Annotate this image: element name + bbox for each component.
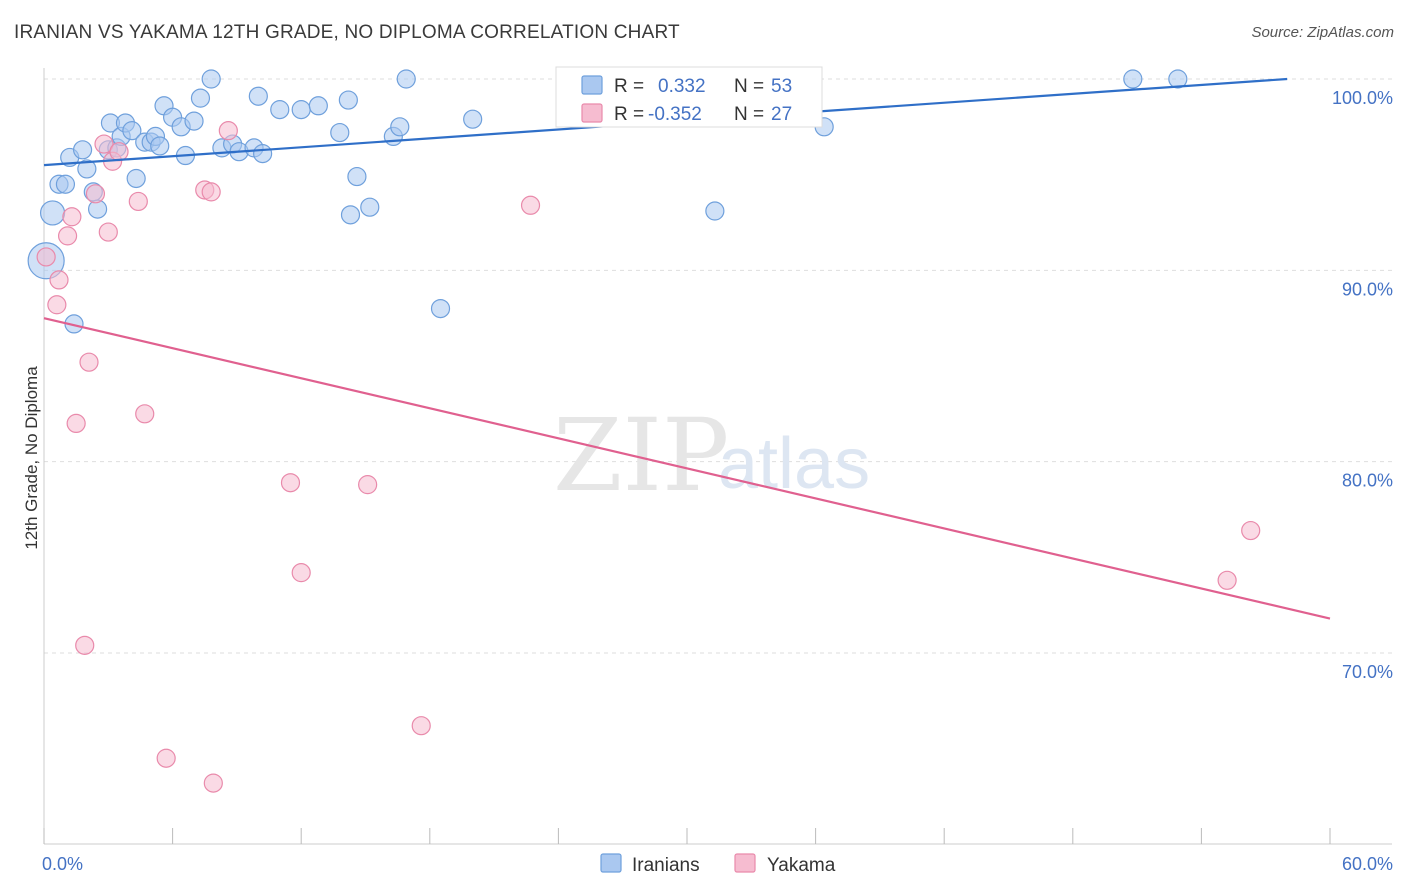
data-point-yakama [79, 352, 99, 372]
data-point-yakama [1217, 570, 1237, 590]
watermark-atlas: atlas [718, 424, 870, 504]
watermark: ZIP atlas [553, 397, 870, 514]
data-point-iranians [390, 117, 410, 137]
data-point-yakama [36, 247, 56, 267]
data-point-yakama [47, 295, 67, 315]
data-point-yakama [75, 635, 95, 655]
data-point-yakama [66, 413, 86, 433]
data-point-iranians [396, 69, 416, 89]
x-tick-label-start: 0.0% [42, 854, 83, 874]
data-point-iranians [55, 174, 76, 194]
data-point-iranians [72, 140, 93, 160]
series-legend-label-yakama: Yakama [767, 855, 836, 876]
series-legend-swatch-iranians [600, 853, 622, 873]
legend-r-label-iranians: R = [614, 76, 644, 97]
legend-n-label-yakama: N = [734, 104, 764, 125]
data-point-iranians [291, 100, 311, 120]
data-point-iranians [430, 299, 451, 319]
trend-line-yakama [43, 317, 1331, 620]
y-tick-labels: 100.0% 90.0% 80.0% 70.0% [1332, 88, 1393, 682]
data-point-iranians [150, 136, 170, 156]
data-point-iranians [77, 159, 97, 179]
y-axis-label: 12th Grade, No Diploma [22, 366, 41, 550]
legend-swatch-iranians [581, 75, 603, 95]
data-point-yakama [1241, 520, 1261, 541]
data-point-yakama [49, 270, 69, 290]
data-point-iranians [1168, 69, 1188, 89]
y-tick-label: 100.0% [1332, 88, 1393, 108]
x-tick-label-end: 60.0% [1342, 854, 1393, 874]
legend-r-label-yakama: R = [614, 104, 644, 125]
data-point-iranians [1123, 69, 1143, 89]
watermark-zip: ZIP [553, 397, 729, 514]
data-point-iranians [463, 109, 483, 129]
data-point-iranians [705, 201, 725, 221]
data-point-iranians [201, 69, 221, 89]
data-point-yakama [291, 563, 311, 583]
data-point-yakama [98, 222, 118, 242]
data-point-yakama [218, 121, 238, 141]
y-tick-label: 90.0% [1342, 279, 1393, 299]
data-point-yakama [62, 207, 82, 227]
data-point-iranians [126, 168, 146, 189]
data-point-yakama [358, 475, 378, 495]
data-point-iranians [253, 144, 273, 164]
legend-r-value-iranians: 0.332 [658, 76, 706, 97]
data-point-yakama [156, 748, 176, 768]
legend-n-value-iranians: 53 [771, 76, 792, 97]
data-point-iranians [360, 197, 380, 217]
data-point-yakama [94, 134, 114, 154]
data-point-iranians [347, 166, 367, 187]
series-legend: Iranians Yakama [600, 853, 836, 876]
data-point-yakama [201, 182, 221, 202]
legend-n-value-yakama: 27 [771, 104, 792, 125]
series-legend-label-iranians: Iranians [632, 855, 700, 876]
data-point-yakama [85, 184, 106, 204]
data-point-iranians [340, 205, 361, 225]
legend-r-value-yakama: -0.352 [648, 104, 702, 125]
data-point-iranians [190, 88, 211, 108]
data-point-yakama [57, 226, 78, 246]
axes [43, 68, 1392, 845]
data-point-iranians [270, 100, 290, 120]
data-point-iranians [122, 121, 142, 141]
data-point-yakama [203, 773, 223, 793]
data-point-iranians [330, 122, 350, 143]
legend-swatch-yakama [581, 103, 603, 123]
y-tick-label: 80.0% [1342, 471, 1393, 491]
data-point-yakama [280, 473, 301, 493]
data-point-iranians [248, 86, 268, 106]
chart-title: IRANIAN VS YAKAMA 12TH GRADE, NO DIPLOMA… [14, 22, 680, 43]
data-point-yakama [109, 142, 129, 162]
series-legend-swatch-yakama [734, 853, 756, 873]
data-point-iranians [39, 200, 66, 226]
data-point-yakama [135, 404, 155, 424]
stats-legend: R = 0.332 N = 53 R = -0.352 N = 27 [555, 66, 823, 128]
data-point-yakama [411, 716, 431, 736]
data-point-yakama [128, 191, 148, 212]
x-tick-labels: 0.0% 60.0% [42, 854, 1393, 874]
data-point-iranians [308, 96, 328, 116]
data-point-yakama [520, 195, 541, 215]
source-attribution: Source: ZipAtlas.com [1251, 24, 1394, 41]
y-tick-label: 70.0% [1342, 662, 1393, 682]
data-point-iranians [184, 111, 204, 131]
data-point-iranians [338, 90, 358, 110]
legend-n-label-iranians: N = [734, 76, 764, 97]
